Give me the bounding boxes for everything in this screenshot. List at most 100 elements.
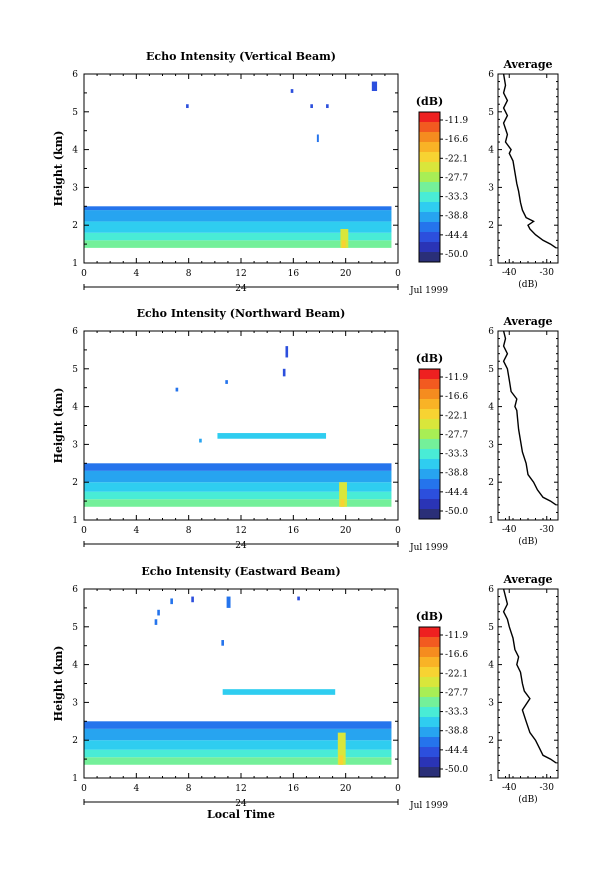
panel-0: Echo Intensity (Vertical Beam)123456Heig…	[52, 50, 559, 296]
profile-y-tick-label: 6	[488, 585, 494, 595]
colorbar-tick-label: -27.7	[445, 430, 468, 440]
colorbar-swatch	[419, 627, 440, 638]
heatmap-cell-2	[84, 482, 392, 492]
heatmap-cell-6	[341, 240, 346, 248]
colorbar-swatch	[419, 242, 440, 253]
profile-y-tick-label: 2	[488, 478, 494, 488]
y-tick-label: 5	[72, 108, 78, 118]
y-axis-label: Height (km)	[52, 388, 65, 464]
profile-x-label: (dB)	[518, 279, 537, 290]
colorbar-swatch	[419, 737, 440, 748]
profile-y-tick-label: 3	[488, 440, 494, 450]
profile-y-tick-label: 2	[488, 736, 494, 746]
x-tick-label: 12	[235, 269, 246, 279]
x-tick-label: 4	[133, 269, 139, 279]
colorbar-swatch	[419, 489, 440, 500]
colorbar-swatch	[419, 479, 440, 490]
colorbar-tick-label: -44.4	[445, 231, 468, 241]
colorbar-swatch	[419, 222, 440, 233]
heatmap-cell-6	[339, 755, 344, 765]
colorbar-tick-label: -11.9	[445, 373, 468, 383]
colorbar-swatch	[419, 202, 440, 213]
heatmap-cell-10	[191, 596, 194, 603]
heatmap-cell-11	[175, 387, 179, 392]
y-tick-label: 4	[72, 146, 78, 156]
y-tick-label: 1	[72, 516, 78, 526]
heatmap-cell-4	[84, 463, 392, 471]
profile-y-tick-label: 1	[488, 259, 494, 269]
heatmap-cell-5	[340, 228, 349, 248]
colorbar-swatch	[419, 409, 440, 420]
colorbar-swatch	[419, 192, 440, 203]
y-tick-label: 6	[72, 70, 78, 80]
profile-y-tick-label: 5	[488, 623, 494, 633]
profile-title: Average	[502, 58, 552, 71]
profile-x-tick-label: -40	[502, 525, 517, 535]
y-tick-label: 5	[72, 365, 78, 375]
colorbar-swatch	[419, 667, 440, 678]
colorbar-tick-label: -38.8	[445, 727, 468, 737]
heatmap-cell-11	[316, 134, 319, 143]
x-tick-label: 12	[235, 526, 246, 536]
heatmap	[84, 596, 392, 765]
heatmap	[84, 81, 392, 248]
colorbar-tick-label: -22.1	[445, 154, 468, 164]
heatmap-cell-9	[290, 89, 294, 93]
colorbar-swatch	[419, 757, 440, 768]
colorbar-swatch	[419, 429, 440, 440]
y-tick-label: 1	[72, 259, 78, 269]
profile-frame	[497, 330, 559, 521]
colorbar-tick-label: -16.6	[445, 135, 468, 145]
colorbar-frame	[418, 111, 441, 263]
colorbar-frame	[418, 368, 441, 520]
x-axis-label: Local Time	[207, 808, 275, 821]
y-tick-label: 4	[72, 403, 78, 413]
colorbar-swatch	[419, 419, 440, 430]
heatmap-cell-9	[282, 368, 286, 377]
colorbar: (dB)-11.9 -16.6 -22.1 -27.7 -33.3 -38.8 -44.4 -…	[416, 95, 468, 263]
x-tick-label: 0	[395, 269, 401, 279]
profile-y-tick-label: 5	[488, 108, 494, 118]
colorbar-swatch	[419, 459, 440, 470]
colorbar-frame	[418, 626, 441, 778]
profile-y-tick-label: 6	[488, 70, 494, 80]
profile-y-tick-label: 6	[488, 327, 494, 337]
heatmap-cell-1	[84, 491, 392, 500]
profile-y-tick-label: 1	[488, 774, 494, 784]
profile-y-tick-label: 4	[488, 146, 494, 156]
colorbar-swatch	[419, 142, 440, 153]
colorbar-tick-label: -22.1	[445, 411, 468, 421]
colorbar-swatch	[419, 369, 440, 380]
colorbar-tick-label: -27.7	[445, 688, 468, 698]
colorbar-swatch	[419, 509, 440, 520]
day-label: 24	[235, 541, 247, 551]
heatmap-cell-2	[84, 740, 392, 750]
colorbar-swatch	[419, 162, 440, 173]
panel-title: Echo Intensity (Vertical Beam)	[146, 50, 336, 63]
y-tick-label: 3	[72, 440, 78, 450]
colorbar-swatch	[419, 677, 440, 688]
profile-title: Average	[502, 573, 552, 586]
panel-2: Echo Intensity (Eastward Beam)123456Heig…	[52, 565, 559, 821]
colorbar-swatch	[419, 469, 440, 480]
x-tick-label: 20	[340, 784, 352, 794]
heatmap-cell-3	[84, 728, 392, 741]
heatmap	[84, 346, 392, 507]
colorbar-tick-label: -22.1	[445, 669, 468, 679]
colorbar-tick-label: -44.4	[445, 746, 468, 756]
colorbar-unit: (dB)	[416, 95, 443, 108]
colorbar-swatch	[419, 767, 440, 778]
x-tick-label: 20	[340, 526, 352, 536]
heatmap-cell-3	[84, 470, 392, 483]
colorbar-swatch	[419, 399, 440, 410]
average-profile: Average 1 2 3 4 5 6 -40 -30(dB)	[488, 58, 559, 290]
colorbar-tick-label: -16.6	[445, 392, 468, 402]
y-tick-label: 2	[72, 221, 78, 231]
day-label: 24	[235, 799, 247, 809]
day-label: 24	[235, 284, 247, 294]
x-tick-label: 20	[340, 269, 352, 279]
x-tick-label: 4	[133, 526, 139, 536]
heatmap-cell-13	[297, 596, 300, 601]
profile-title: Average	[502, 315, 552, 328]
profile-x-label: (dB)	[518, 794, 537, 805]
